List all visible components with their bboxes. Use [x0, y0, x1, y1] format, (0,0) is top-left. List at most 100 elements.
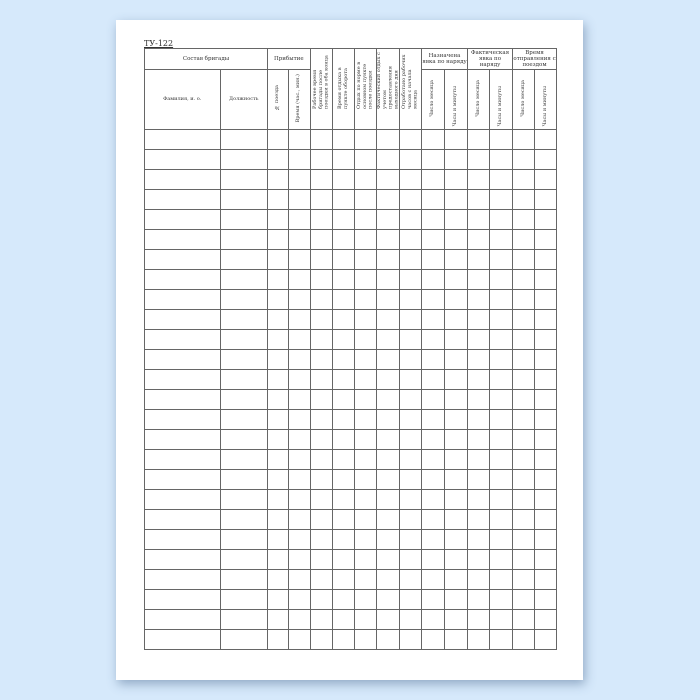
- table-cell[interactable]: [421, 629, 446, 650]
- table-cell[interactable]: [399, 149, 423, 170]
- table-cell[interactable]: [219, 469, 269, 490]
- table-cell[interactable]: [512, 489, 536, 510]
- table-cell[interactable]: [399, 289, 423, 310]
- table-cell[interactable]: [354, 269, 378, 290]
- table-cell[interactable]: [354, 389, 378, 410]
- table-cell[interactable]: [267, 349, 290, 370]
- table-cell[interactable]: [444, 129, 469, 150]
- table-cell[interactable]: [309, 209, 334, 230]
- table-cell[interactable]: [444, 569, 469, 590]
- table-cell[interactable]: [512, 189, 536, 210]
- table-cell[interactable]: [332, 529, 356, 550]
- table-cell[interactable]: [444, 409, 469, 430]
- table-cell[interactable]: [399, 529, 423, 550]
- table-cell[interactable]: [421, 349, 446, 370]
- table-cell[interactable]: [309, 389, 334, 410]
- table-cell[interactable]: [399, 309, 423, 330]
- table-cell[interactable]: [219, 549, 269, 570]
- table-cell[interactable]: [399, 129, 423, 150]
- table-cell[interactable]: [534, 169, 558, 190]
- table-cell[interactable]: [354, 629, 378, 650]
- table-cell[interactable]: [421, 589, 446, 610]
- table-cell[interactable]: [421, 529, 446, 550]
- table-cell[interactable]: [332, 569, 356, 590]
- table-cell[interactable]: [144, 429, 221, 450]
- table-cell[interactable]: [512, 169, 536, 190]
- table-cell[interactable]: [332, 309, 356, 330]
- table-cell[interactable]: [534, 329, 558, 350]
- table-cell[interactable]: [288, 269, 311, 290]
- table-cell[interactable]: [467, 269, 491, 290]
- table-cell[interactable]: [444, 449, 469, 470]
- table-cell[interactable]: [144, 589, 221, 610]
- table-cell[interactable]: [534, 449, 558, 470]
- table-cell[interactable]: [376, 429, 401, 450]
- table-cell[interactable]: [144, 169, 221, 190]
- table-cell[interactable]: [444, 589, 469, 610]
- table-cell[interactable]: [444, 189, 469, 210]
- table-cell[interactable]: [444, 469, 469, 490]
- table-cell[interactable]: [288, 149, 311, 170]
- table-cell[interactable]: [354, 289, 378, 310]
- table-cell[interactable]: [332, 369, 356, 390]
- table-cell[interactable]: [309, 629, 334, 650]
- table-cell[interactable]: [534, 589, 558, 610]
- table-cell[interactable]: [219, 489, 269, 510]
- table-cell[interactable]: [489, 329, 514, 350]
- table-cell[interactable]: [267, 469, 290, 490]
- table-cell[interactable]: [144, 569, 221, 590]
- table-cell[interactable]: [332, 169, 356, 190]
- table-cell[interactable]: [512, 569, 536, 590]
- table-cell[interactable]: [444, 309, 469, 330]
- table-cell[interactable]: [219, 269, 269, 290]
- table-cell[interactable]: [467, 589, 491, 610]
- table-cell[interactable]: [332, 589, 356, 610]
- table-cell[interactable]: [489, 249, 514, 270]
- table-cell[interactable]: [288, 169, 311, 190]
- table-cell[interactable]: [309, 409, 334, 430]
- table-cell[interactable]: [309, 189, 334, 210]
- table-cell[interactable]: [288, 329, 311, 350]
- table-cell[interactable]: [489, 189, 514, 210]
- table-cell[interactable]: [467, 609, 491, 630]
- table-cell[interactable]: [489, 289, 514, 310]
- table-cell[interactable]: [267, 309, 290, 330]
- table-cell[interactable]: [332, 549, 356, 570]
- table-cell[interactable]: [332, 489, 356, 510]
- table-cell[interactable]: [219, 409, 269, 430]
- table-cell[interactable]: [376, 389, 401, 410]
- table-cell[interactable]: [144, 509, 221, 530]
- table-cell[interactable]: [144, 609, 221, 630]
- table-cell[interactable]: [144, 229, 221, 250]
- table-cell[interactable]: [144, 449, 221, 470]
- table-cell[interactable]: [376, 249, 401, 270]
- table-cell[interactable]: [467, 349, 491, 370]
- table-cell[interactable]: [534, 149, 558, 170]
- table-cell[interactable]: [354, 349, 378, 370]
- table-cell[interactable]: [267, 629, 290, 650]
- table-cell[interactable]: [467, 249, 491, 270]
- table-cell[interactable]: [512, 249, 536, 270]
- table-cell[interactable]: [512, 629, 536, 650]
- table-cell[interactable]: [309, 509, 334, 530]
- table-cell[interactable]: [512, 549, 536, 570]
- table-cell[interactable]: [267, 129, 290, 150]
- table-cell[interactable]: [354, 429, 378, 450]
- table-cell[interactable]: [399, 189, 423, 210]
- table-cell[interactable]: [489, 429, 514, 450]
- table-cell[interactable]: [444, 349, 469, 370]
- table-cell[interactable]: [467, 629, 491, 650]
- table-cell[interactable]: [309, 249, 334, 270]
- table-cell[interactable]: [288, 509, 311, 530]
- table-cell[interactable]: [421, 549, 446, 570]
- table-cell[interactable]: [309, 289, 334, 310]
- table-cell[interactable]: [144, 389, 221, 410]
- table-cell[interactable]: [444, 269, 469, 290]
- table-cell[interactable]: [376, 349, 401, 370]
- table-cell[interactable]: [332, 609, 356, 630]
- table-cell[interactable]: [144, 289, 221, 310]
- table-cell[interactable]: [467, 469, 491, 490]
- table-cell[interactable]: [354, 169, 378, 190]
- table-cell[interactable]: [309, 149, 334, 170]
- table-cell[interactable]: [332, 509, 356, 530]
